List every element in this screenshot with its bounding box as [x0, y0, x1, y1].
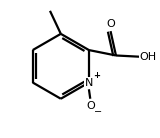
Text: O: O [106, 19, 115, 29]
Text: O: O [86, 100, 95, 111]
Text: −: − [94, 107, 102, 117]
Text: N: N [85, 78, 93, 87]
Text: OH: OH [140, 52, 157, 62]
Text: +: + [94, 71, 100, 80]
